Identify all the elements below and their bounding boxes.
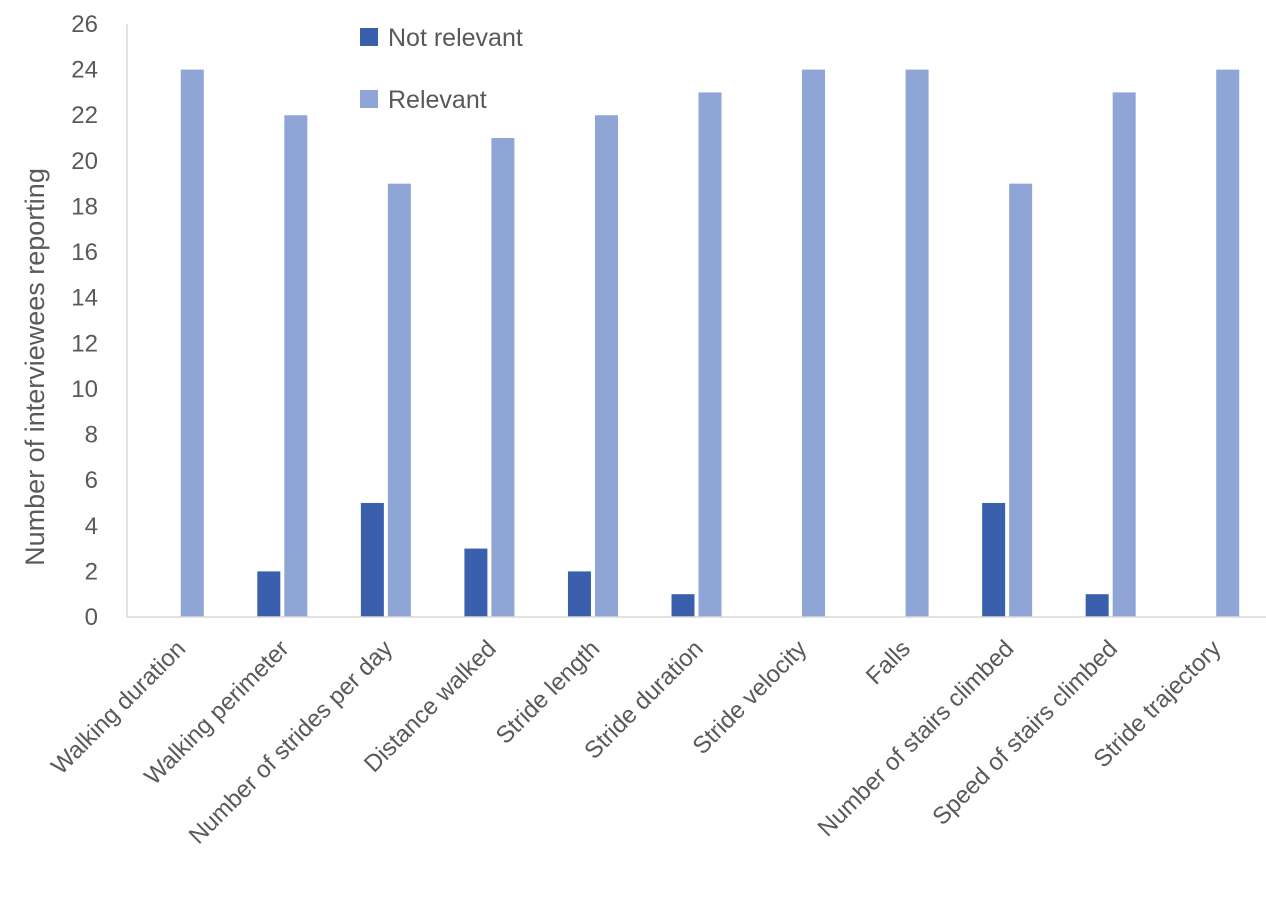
bar-relevant [491, 138, 515, 618]
x-tick-label: Number of strides per day [184, 635, 398, 849]
bar-relevant [1112, 92, 1136, 617]
y-tick-label: 24 [71, 57, 98, 84]
y-tick-label: 18 [71, 193, 98, 220]
x-tick-label: Falls [861, 635, 916, 690]
x-tick-label: Number of stairs climbed [813, 635, 1020, 842]
y-tick-label: 22 [71, 102, 98, 129]
legend: Not relevant Relevant [360, 24, 523, 114]
bar-relevant [905, 69, 929, 618]
bars [180, 69, 1240, 618]
y-tick-label: 26 [71, 11, 98, 38]
bar-not-relevant [1085, 594, 1109, 617]
y-tick-label: 16 [71, 239, 98, 266]
y-tick-label: 2 [85, 558, 98, 585]
bar-not-relevant [360, 502, 384, 617]
y-tick-label: 20 [71, 148, 98, 175]
legend-swatch-not-relevant [360, 28, 378, 46]
bar-not-relevant [671, 594, 695, 617]
y-tick-label: 12 [71, 330, 98, 357]
bar-relevant [594, 115, 618, 617]
y-tick-label: 6 [85, 467, 98, 494]
bar-relevant [387, 183, 411, 617]
bar-not-relevant [257, 571, 281, 617]
bar-relevant [284, 115, 308, 617]
bar-not-relevant [464, 548, 488, 617]
bar-relevant [698, 92, 722, 617]
bar-relevant [1009, 183, 1033, 617]
bar-relevant [802, 69, 826, 618]
bar-not-relevant [567, 571, 591, 617]
y-tick-label: 0 [85, 604, 98, 631]
y-tick-label: 4 [85, 513, 98, 540]
bar-not-relevant [982, 502, 1006, 617]
legend-label-relevant: Relevant [388, 86, 487, 114]
legend-label-not-relevant: Not relevant [388, 24, 523, 52]
x-tick-label: Stride length [491, 635, 605, 749]
y-tick-label: 14 [71, 285, 98, 312]
bar-relevant [1216, 69, 1240, 618]
legend-swatch-relevant [360, 90, 378, 108]
y-tick-label: 10 [71, 376, 98, 403]
bar-relevant [180, 69, 204, 618]
y-tick-label: 8 [85, 422, 98, 449]
x-tick-label: Speed of stairs climbed [927, 635, 1122, 830]
y-axis-title: Number of interviewees reporting [20, 168, 50, 566]
